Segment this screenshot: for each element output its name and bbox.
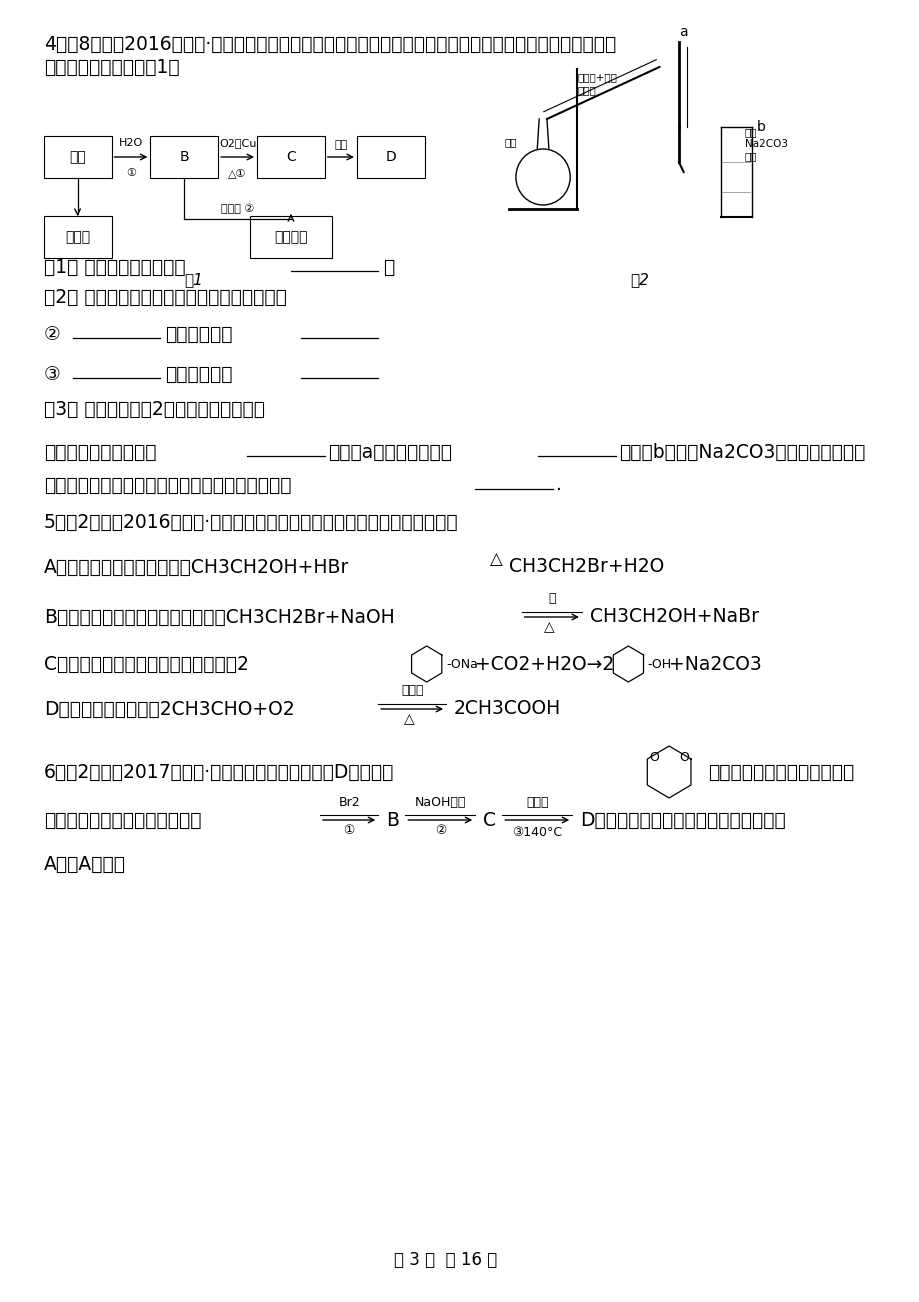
Text: ③140°C: ③140°C — [512, 825, 562, 838]
Text: A．乙醇与浓氢溴酸反应　　CH3CH2OH+HBr: A．乙醇与浓氢溴酸反应 CH3CH2OH+HBr — [43, 557, 348, 577]
Text: 6．（2分）（2017高二上·吉林期末）某有机化合物D的结构为: 6．（2分）（2017高二上·吉林期末）某有机化合物D的结构为 — [43, 763, 393, 781]
Text: 图2: 图2 — [630, 272, 649, 288]
Text: ①: ① — [126, 168, 136, 178]
Text: ；导管a的作用是导气和: ；导管a的作用是导气和 — [327, 443, 451, 461]
Text: 品．现有以下转化如图1：: 品．现有以下转化如图1： — [43, 57, 179, 77]
Text: 乙烯: 乙烯 — [69, 150, 85, 164]
Text: +CO2+H2O→2: +CO2+H2O→2 — [475, 655, 614, 673]
Text: ，反应类型是: ，反应类型是 — [165, 365, 233, 384]
Text: Na2CO3: Na2CO3 — [744, 139, 787, 148]
Text: △: △ — [543, 620, 553, 634]
FancyBboxPatch shape — [43, 135, 111, 178]
Text: B．溴乙烷与氢氧化钠溶液共热　　CH3CH2Br+NaOH: B．溴乙烷与氢氧化钠溶液共热 CH3CH2Br+NaOH — [43, 608, 394, 626]
Text: C: C — [482, 811, 495, 829]
Text: 5．（2分）（2016高二下·红河开学考）下列化学方程式不正确的是（　　）: 5．（2分）（2016高二下·红河开学考）下列化学方程式不正确的是（ ） — [43, 513, 458, 531]
Text: 乙酸乙酯: 乙酸乙酯 — [274, 230, 307, 243]
Text: B: B — [386, 811, 399, 829]
Text: 浓硫酸 ②: 浓硫酸 ② — [221, 204, 254, 214]
Text: 第 3 页  共 16 页: 第 3 页 共 16 页 — [394, 1251, 497, 1269]
FancyBboxPatch shape — [43, 216, 111, 258]
Text: （3） 实验室用如图2装置制备乙酸乙酯：: （3） 实验室用如图2装置制备乙酸乙酯： — [43, 400, 265, 418]
Text: ；试管b内饱和Na2CO3溶液的作用一方面: ；试管b内饱和Na2CO3溶液的作用一方面 — [618, 443, 864, 461]
FancyBboxPatch shape — [249, 216, 332, 258]
Text: 浓硫酸: 浓硫酸 — [526, 796, 548, 809]
Text: C: C — [286, 150, 296, 164]
Text: NaOH溶液: NaOH溶液 — [414, 796, 465, 809]
FancyBboxPatch shape — [256, 135, 324, 178]
Text: Br2: Br2 — [338, 796, 359, 809]
Text: ②: ② — [43, 324, 61, 344]
Text: CH3CH2Br+H2O: CH3CH2Br+H2O — [508, 557, 664, 577]
Text: 2CH3COOH: 2CH3COOH — [453, 699, 561, 719]
Text: D，下列相关说法中不正确的是（　　）: D，下列相关说法中不正确的是（ ） — [579, 811, 785, 829]
Text: D: D — [385, 150, 396, 164]
Text: 水: 水 — [548, 592, 555, 605]
Text: ③: ③ — [43, 365, 61, 384]
Text: ；: ； — [382, 258, 394, 276]
Text: ，是一种常见的有机溶剂，它: ，是一种常见的有机溶剂，它 — [707, 763, 853, 781]
Text: ，反应类型是: ，反应类型是 — [165, 324, 233, 344]
Text: D．乙醛催化氧化　　2CH3CHO+O2: D．乙醛催化氧化 2CH3CHO+O2 — [43, 699, 294, 719]
Text: C．苯酚钠中通入少量的二氧化碳　　2: C．苯酚钠中通入少量的二氧化碳 2 — [43, 655, 248, 673]
Text: 4．（8分）（2016高一下·济宁期末）乙烯是一种重要的基本化工原料，以它为原料还可以合成很多的化工产: 4．（8分）（2016高一下·济宁期末）乙烯是一种重要的基本化工原料，以它为原料… — [43, 34, 615, 53]
Text: （1） 聚乙烯的结构简式为: （1） 聚乙烯的结构简式为 — [43, 258, 185, 276]
Text: （2） 写出以下反应的化学方程式和反应类型：: （2） 写出以下反应的化学方程式和反应类型： — [43, 288, 286, 306]
Text: O: O — [649, 751, 658, 764]
Text: A．烃A为乙烯: A．烃A为乙烯 — [43, 854, 126, 874]
Text: 聚乙烯: 聚乙烯 — [65, 230, 90, 243]
Text: 碎片: 碎片 — [504, 137, 516, 147]
Text: .: . — [555, 475, 561, 495]
Text: 溶液: 溶液 — [744, 151, 756, 161]
Text: O2和Cu: O2和Cu — [219, 138, 256, 148]
Text: △: △ — [489, 549, 502, 568]
Text: 冰乙酸+乙醇: 冰乙酸+乙醇 — [576, 72, 617, 82]
Text: a: a — [678, 25, 687, 39]
Text: O: O — [678, 751, 688, 764]
FancyBboxPatch shape — [357, 135, 425, 178]
Text: b: b — [755, 120, 765, 134]
Text: +Na2CO3: +Na2CO3 — [668, 655, 761, 673]
Text: 图1: 图1 — [185, 272, 203, 288]
Text: 是除去乙酸乙酯中混有的乙酸和乙醇，另一方面是: 是除去乙酸乙酯中混有的乙酸和乙醇，另一方面是 — [43, 475, 290, 495]
Text: △: △ — [403, 712, 414, 727]
Text: CH3CH2OH+NaBr: CH3CH2OH+NaBr — [589, 608, 758, 626]
Text: 氧化: 氧化 — [335, 141, 347, 150]
Text: -OH: -OH — [647, 658, 671, 671]
Text: H2O: H2O — [119, 138, 142, 148]
Text: ②: ② — [434, 823, 446, 836]
Text: 试管中碎瓷片的作用是: 试管中碎瓷片的作用是 — [43, 443, 156, 461]
Text: 可以通过下列三步反应制得：烃: 可以通过下列三步反应制得：烃 — [43, 811, 201, 829]
Text: 饱和: 饱和 — [744, 128, 756, 137]
Text: B: B — [179, 150, 189, 164]
Text: ①: ① — [343, 823, 355, 836]
Text: -ONa: -ONa — [446, 658, 478, 671]
Text: 催化剂: 催化剂 — [401, 685, 423, 698]
FancyBboxPatch shape — [150, 135, 218, 178]
Text: △①: △① — [228, 168, 246, 178]
Text: 浓硫酸: 浓硫酸 — [576, 85, 596, 95]
